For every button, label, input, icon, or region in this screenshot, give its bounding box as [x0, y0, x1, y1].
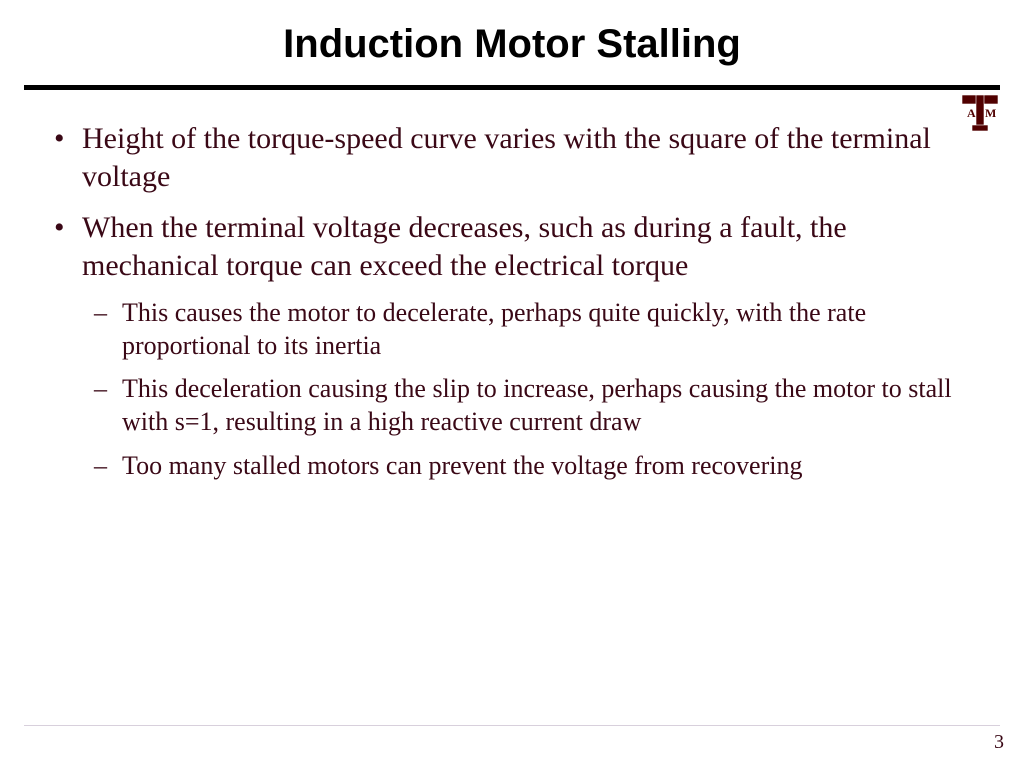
footer-line — [24, 725, 1000, 726]
bullet-list: Height of the torque-speed curve varies … — [40, 120, 984, 482]
bullet-text: When the terminal voltage decreases, suc… — [82, 211, 847, 282]
content-area: Height of the torque-speed curve varies … — [0, 90, 1024, 482]
sub-bullet-text: This deceleration causing the slip to in… — [122, 374, 952, 436]
svg-text:A: A — [967, 106, 976, 120]
sub-bullet-text: This causes the motor to decelerate, per… — [122, 298, 866, 360]
bullet-text: Height of the torque-speed curve varies … — [82, 122, 931, 193]
svg-text:M: M — [985, 106, 996, 120]
page-number: 3 — [994, 731, 1004, 754]
sub-bullet-list: This causes the motor to decelerate, per… — [82, 296, 984, 482]
list-item: This deceleration causing the slip to in… — [82, 372, 984, 439]
list-item: This causes the motor to decelerate, per… — [82, 296, 984, 363]
slide: Induction Motor Stalling A M Height of t… — [0, 0, 1024, 768]
list-item: When the terminal voltage decreases, suc… — [40, 209, 984, 482]
sub-bullet-text: Too many stalled motors can prevent the … — [122, 451, 802, 480]
list-item: Too many stalled motors can prevent the … — [82, 449, 984, 482]
page-title: Induction Motor Stalling — [0, 0, 1024, 85]
list-item: Height of the torque-speed curve varies … — [40, 120, 984, 197]
